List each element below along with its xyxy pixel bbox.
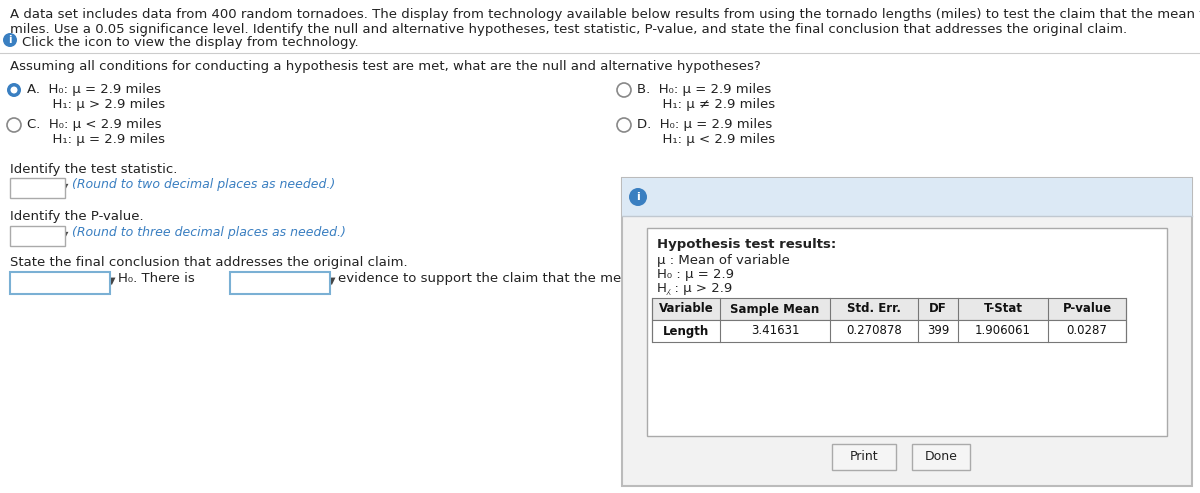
Text: A.  H₀: μ = 2.9 miles: A. H₀: μ = 2.9 miles — [28, 83, 161, 96]
Text: (Round to three decimal places as needed.): (Round to three decimal places as needed… — [72, 226, 346, 239]
Text: H₁: μ > 2.9 miles: H₁: μ > 2.9 miles — [28, 98, 166, 111]
Text: 0.270878: 0.270878 — [846, 324, 902, 338]
Text: ▼: ▼ — [62, 230, 68, 239]
Text: C.  H₀: μ < 2.9 miles: C. H₀: μ < 2.9 miles — [28, 118, 162, 131]
Text: Variable: Variable — [659, 303, 713, 316]
Circle shape — [7, 118, 22, 132]
Bar — [10, 226, 65, 246]
Text: Assuming all conditions for conducting a hypothesis test are met, what are the n: Assuming all conditions for conducting a… — [10, 60, 761, 73]
Text: Hypothesis test results:: Hypothesis test results: — [658, 238, 836, 251]
Text: DF: DF — [929, 303, 947, 316]
Text: H₀ : μ = 2.9: H₀ : μ = 2.9 — [658, 268, 734, 281]
Text: H₁: μ < 2.9 miles: H₁: μ < 2.9 miles — [637, 133, 775, 146]
Text: H₀. There is: H₀. There is — [118, 272, 194, 285]
Bar — [912, 444, 970, 470]
Text: 0.0287: 0.0287 — [1067, 324, 1108, 338]
Bar — [230, 272, 330, 294]
Text: P-value: P-value — [1062, 303, 1111, 316]
Bar — [10, 272, 110, 294]
Text: 1.906061: 1.906061 — [974, 324, 1031, 338]
Text: T-Stat: T-Stat — [984, 303, 1022, 316]
Bar — [622, 178, 1192, 486]
Bar — [652, 298, 1126, 320]
Text: Length: Length — [662, 324, 709, 338]
Text: Done: Done — [924, 451, 958, 463]
Text: Std. Err.: Std. Err. — [847, 303, 901, 316]
Text: Sample Mean: Sample Mean — [731, 303, 820, 316]
Text: 399: 399 — [926, 324, 949, 338]
Circle shape — [617, 118, 631, 132]
Text: Identify the test statistic.: Identify the test statistic. — [10, 163, 178, 176]
Bar — [10, 178, 65, 198]
Bar — [622, 178, 1192, 216]
Text: State the final conclusion that addresses the original claim.: State the final conclusion that addresse… — [10, 256, 408, 269]
Text: H₁: μ = 2.9 miles: H₁: μ = 2.9 miles — [28, 133, 166, 146]
Text: Display from Technology: Display from Technology — [654, 188, 833, 203]
Text: A data set includes data from 400 random tornadoes. The display from technology : A data set includes data from 400 random… — [10, 8, 1200, 21]
Circle shape — [11, 86, 18, 94]
Text: B.  H₀: μ = 2.9 miles: B. H₀: μ = 2.9 miles — [637, 83, 772, 96]
Text: i: i — [636, 192, 640, 202]
Text: D.  H₀: μ = 2.9 miles: D. H₀: μ = 2.9 miles — [637, 118, 773, 131]
Text: Click the icon to view the display from technology.: Click the icon to view the display from … — [22, 36, 359, 49]
Circle shape — [617, 83, 631, 97]
Text: evidence to support the claim that the mean tornado length is greater than 2.9 m: evidence to support the claim that the m… — [338, 272, 908, 285]
Circle shape — [629, 188, 647, 206]
Text: Identify the P-value.: Identify the P-value. — [10, 210, 144, 223]
Text: H⁁ : μ > 2.9: H⁁ : μ > 2.9 — [658, 282, 732, 295]
Bar — [832, 444, 896, 470]
Bar — [647, 228, 1166, 436]
Text: i: i — [8, 35, 12, 45]
Text: Print: Print — [850, 451, 878, 463]
Text: ▼: ▼ — [328, 276, 336, 286]
Circle shape — [2, 33, 17, 47]
Bar — [652, 320, 1126, 342]
Circle shape — [7, 83, 22, 97]
Text: (Round to two decimal places as needed.): (Round to two decimal places as needed.) — [72, 178, 335, 191]
Text: ▼: ▼ — [62, 182, 68, 191]
Text: H₁: μ ≠ 2.9 miles: H₁: μ ≠ 2.9 miles — [637, 98, 775, 111]
Text: ▼: ▼ — [108, 276, 115, 286]
Text: miles. Use a 0.05 significance level. Identify the null and alternative hypothes: miles. Use a 0.05 significance level. Id… — [10, 23, 1127, 36]
Text: 3.41631: 3.41631 — [751, 324, 799, 338]
Text: μ : Mean of variable: μ : Mean of variable — [658, 254, 790, 267]
